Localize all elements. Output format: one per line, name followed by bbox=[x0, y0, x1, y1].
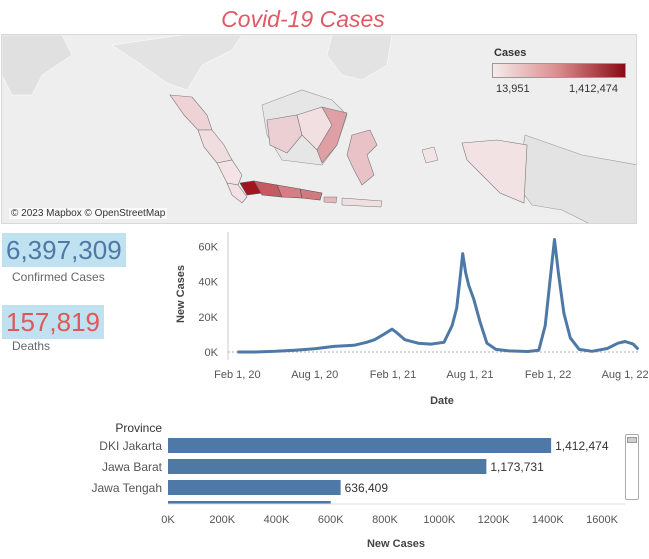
y-tick-label: 40K bbox=[198, 277, 218, 289]
x-tick-label: Feb 1, 20 bbox=[214, 369, 260, 381]
x-tick-label: Aug 1, 22 bbox=[602, 369, 648, 381]
x-tick-label: Feb 1, 21 bbox=[370, 369, 416, 381]
dashboard-title: Covid-19 Cases bbox=[221, 6, 385, 32]
x-tick-label: 1400K bbox=[532, 514, 564, 526]
row-header-province: Province bbox=[115, 421, 162, 435]
x-tick-label: Feb 1, 22 bbox=[525, 369, 571, 381]
bar-jawa-tengah[interactable] bbox=[168, 480, 341, 495]
map-land-philippines bbox=[326, 35, 393, 81]
map-province-sumsel bbox=[226, 182, 248, 204]
bar-partial-next[interactable] bbox=[168, 501, 331, 504]
y-tick-label: 20K bbox=[198, 312, 218, 324]
map-legend: Cases 13,951 1,412,474 bbox=[492, 47, 632, 95]
x-tick-label: 200K bbox=[209, 514, 235, 526]
map-province-jawa-timur bbox=[299, 188, 323, 201]
map-land-peninsula bbox=[111, 35, 243, 91]
map-land-png bbox=[516, 134, 636, 223]
x-tick-label: 0K bbox=[161, 514, 175, 526]
x-tick-label: 1600K bbox=[586, 514, 618, 526]
indonesia-map[interactable]: © 2023 Mapbox © OpenStreetMap Cases 13,9… bbox=[1, 34, 637, 224]
bar-value-label: 1,412,474 bbox=[555, 439, 609, 453]
y-tick-label: 0K bbox=[205, 347, 219, 359]
confirmed-cases-label: Confirmed Cases bbox=[12, 270, 105, 284]
x-tick-label: Aug 1, 20 bbox=[291, 369, 338, 381]
map-province-sulawesi bbox=[346, 129, 378, 186]
x-tick-label: 800K bbox=[372, 514, 398, 526]
category-label: Jawa Tengah bbox=[92, 481, 163, 495]
map-canvas[interactable] bbox=[2, 35, 637, 224]
province-bar-chart[interactable]: Province DKI Jakarta 1,412,474 Jawa Barat 1,… bbox=[80, 416, 625, 556]
category-label: Jawa Barat bbox=[102, 460, 163, 474]
legend-color-ramp bbox=[492, 63, 626, 78]
confirmed-cases-value[interactable]: 6,397,309 bbox=[2, 233, 126, 267]
map-province-riau bbox=[197, 129, 233, 164]
map-province-kalbar bbox=[266, 114, 303, 154]
x-tick-label: 600K bbox=[318, 514, 344, 526]
legend-max-value: 1,412,474 bbox=[569, 83, 618, 95]
x-tick-label: 400K bbox=[264, 514, 290, 526]
deaths-value[interactable]: 157,819 bbox=[2, 305, 104, 339]
map-attribution[interactable]: © 2023 Mapbox © OpenStreetMap bbox=[9, 208, 168, 219]
map-province-kaltim bbox=[316, 106, 348, 164]
bar-value-label: 1,173,731 bbox=[490, 460, 544, 474]
x-tick-label: 1000K bbox=[423, 514, 455, 526]
legend-min-value: 13,951 bbox=[496, 83, 530, 95]
map-province-ntb-ntt bbox=[341, 197, 383, 208]
map-province-maluku bbox=[421, 146, 439, 164]
legend-title: Cases bbox=[494, 47, 527, 59]
x-axis-title: New Cases bbox=[367, 538, 425, 550]
category-label: DKI Jakarta bbox=[99, 439, 162, 453]
map-land-mainland bbox=[2, 35, 73, 96]
series-line-new-cases[interactable] bbox=[237, 238, 640, 354]
deaths-label: Deaths bbox=[12, 339, 51, 353]
bar-jawa-barat[interactable] bbox=[168, 459, 487, 474]
bar-dki-jakarta[interactable] bbox=[168, 438, 552, 453]
map-province-aceh-sumut bbox=[169, 94, 213, 131]
x-tick-label: 1200K bbox=[478, 514, 510, 526]
scrollbar-thumb[interactable] bbox=[627, 437, 637, 443]
bar-chart-scrollbar[interactable] bbox=[625, 434, 639, 500]
x-axis-title: Date bbox=[430, 395, 454, 407]
map-province-bali bbox=[323, 196, 338, 204]
map-province-sumbar bbox=[216, 159, 243, 186]
y-axis-title: New Cases bbox=[175, 265, 187, 323]
x-tick-label: Aug 1, 21 bbox=[446, 369, 493, 381]
map-province-papua bbox=[461, 139, 528, 204]
new-cases-line-chart[interactable]: 0K 20K 40K 60K Feb 1, 20 Aug 1, 20 Feb 1, 21 Au… bbox=[160, 228, 648, 410]
y-tick-label: 60K bbox=[198, 242, 218, 254]
bar-value-label: 636,409 bbox=[345, 481, 389, 495]
